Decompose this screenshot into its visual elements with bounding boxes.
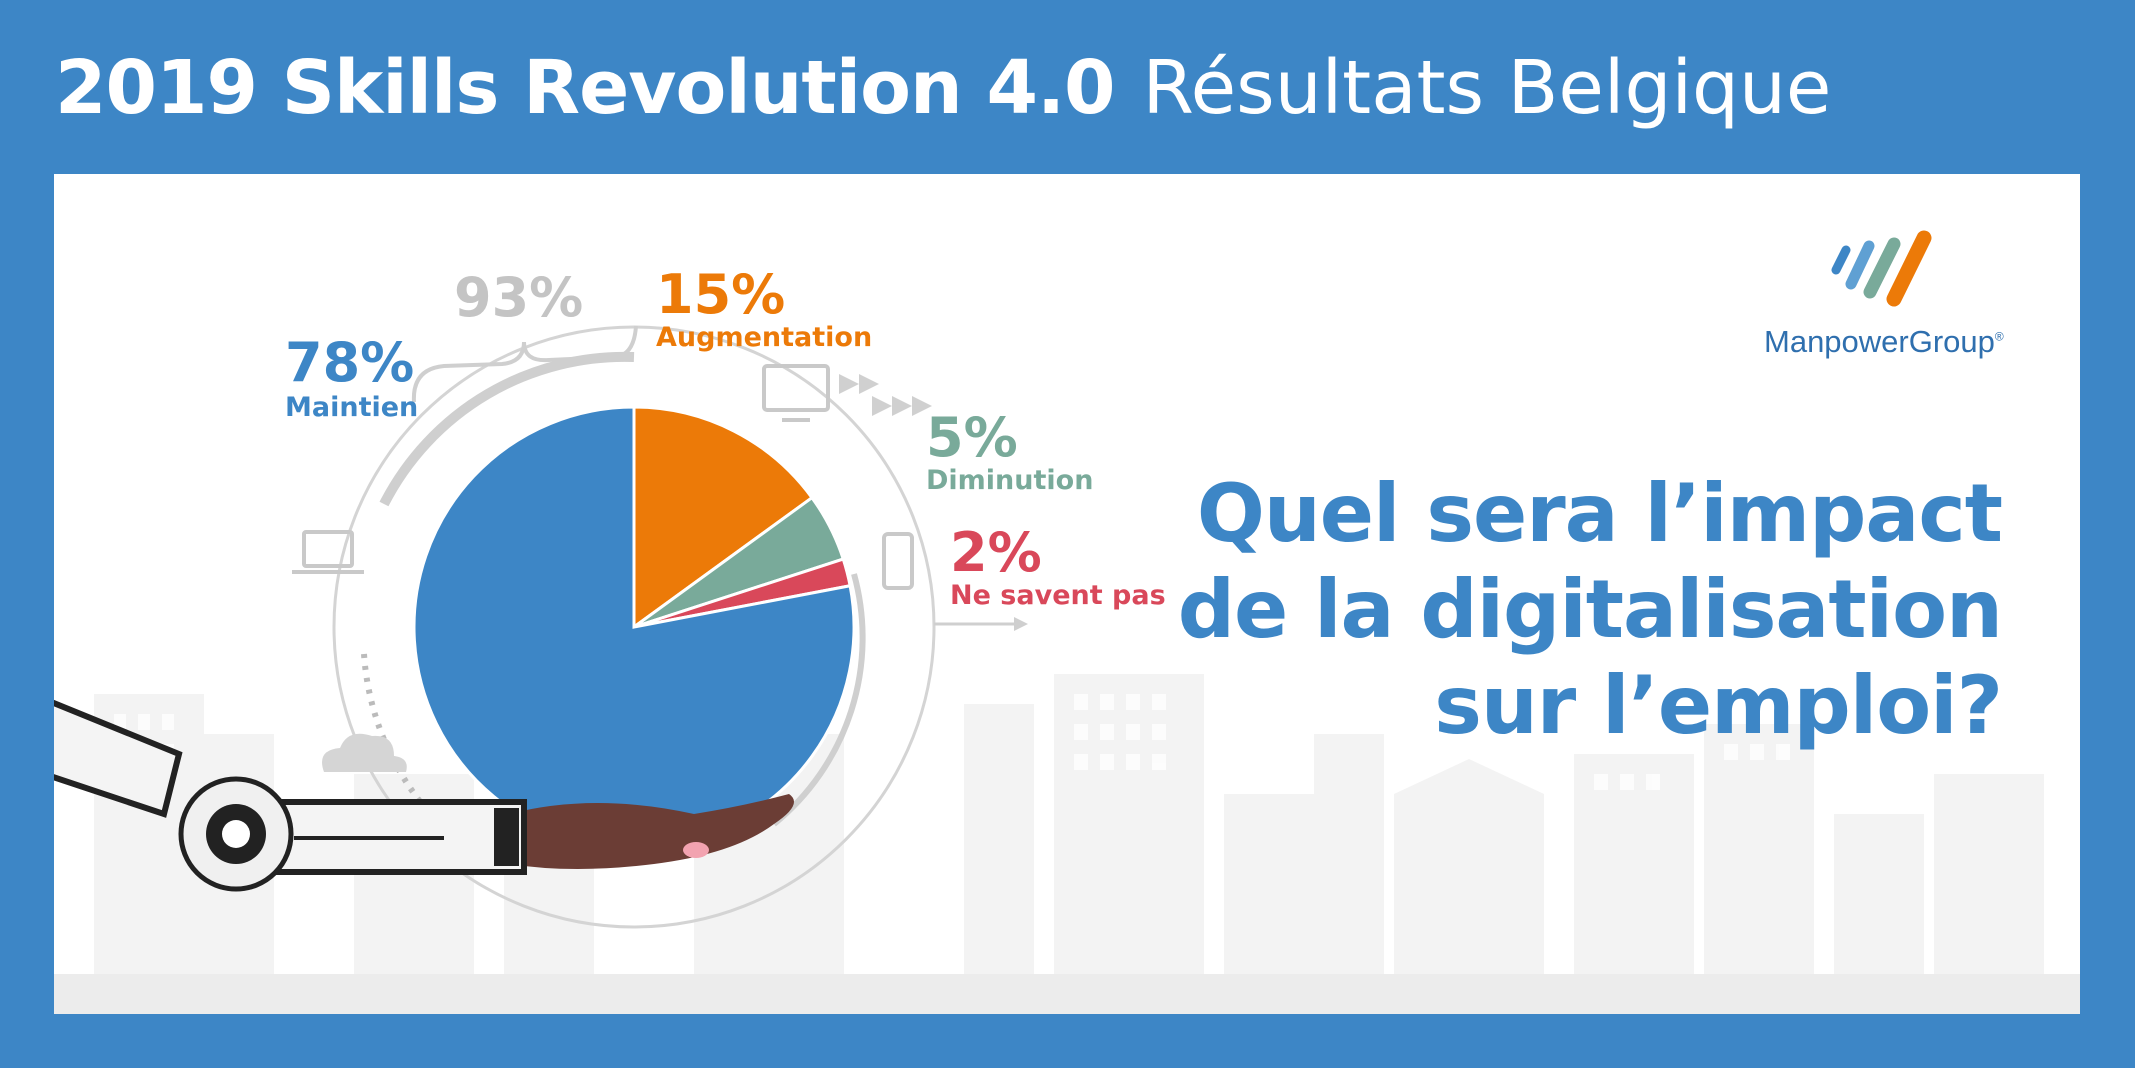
question-line-1: Quel sera l’impact — [1196, 467, 2003, 560]
slice-label-augmentation-pct: 15% — [656, 263, 786, 326]
phone-icon — [882, 532, 914, 590]
question-heading: Quel sera l’impact de la digitalisation … — [1177, 466, 2003, 754]
slice-label-nsp: Ne savent pas — [950, 580, 1166, 611]
bracket-label-93: 93% — [454, 266, 584, 329]
slice-label-diminution: Diminution — [926, 465, 1094, 496]
slice-label-diminution-pct: 5% — [926, 406, 1018, 469]
monitor-icon — [762, 364, 830, 422]
question-line-3: sur l’emploi? — [1434, 659, 2003, 752]
slice-label-nsp-pct: 2% — [950, 521, 1042, 584]
forward-arrows-icon — [839, 374, 932, 416]
header-title-light: Résultats Belgique — [1142, 45, 1832, 131]
pie-chart — [412, 405, 856, 849]
brand-name: ManpowerGroup® — [1764, 324, 2004, 359]
ground — [54, 974, 2080, 1014]
slice-label-maintien: Maintien — [285, 392, 419, 423]
slice-label-augmentation: Augmentation — [656, 322, 873, 353]
hand — [509, 794, 794, 869]
infographic-panel: 78% Maintien 93% 15% Augmentation 5% Dim… — [54, 174, 2080, 1014]
slice-label-maintien-pct: 78% — [285, 331, 415, 394]
question-line-2: de la digitalisation — [1177, 563, 2003, 656]
bracket-93 — [411, 325, 638, 403]
pie-slice-augmentation — [632, 405, 815, 630]
laptop-icon — [292, 530, 364, 574]
pie-slice-maintien — [412, 405, 856, 849]
robot-arm-illustration — [54, 699, 794, 892]
page-header: 2019 Skills Revolution 4.0 Résultats Belg… — [55, 38, 1831, 138]
cloud-icon — [322, 733, 407, 772]
header-title-bold: 2019 Skills Revolution 4.0 — [55, 45, 1116, 131]
